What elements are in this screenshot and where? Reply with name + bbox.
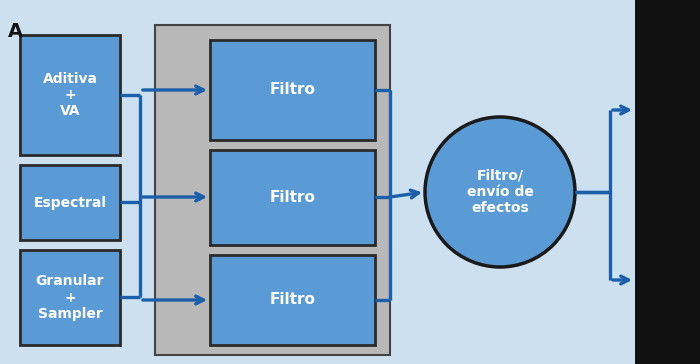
Text: Filtro: Filtro — [270, 83, 316, 98]
Text: A: A — [8, 22, 23, 41]
Text: Filtro/
envío de
efectos: Filtro/ envío de efectos — [467, 169, 533, 215]
Bar — [20, 165, 120, 240]
Bar — [155, 25, 390, 355]
Text: Granular
+
Sampler: Granular + Sampler — [36, 274, 104, 321]
Bar — [20, 35, 120, 155]
Text: Filtro: Filtro — [270, 293, 316, 308]
Circle shape — [425, 117, 575, 267]
Bar — [20, 250, 120, 345]
Bar — [210, 150, 375, 245]
Text: Espectral: Espectral — [34, 195, 106, 210]
Bar — [210, 255, 375, 345]
Text: Aditiva
+
VA: Aditiva + VA — [43, 72, 97, 118]
Text: Filtro: Filtro — [270, 190, 316, 205]
Bar — [210, 40, 375, 140]
Bar — [635, 0, 700, 364]
